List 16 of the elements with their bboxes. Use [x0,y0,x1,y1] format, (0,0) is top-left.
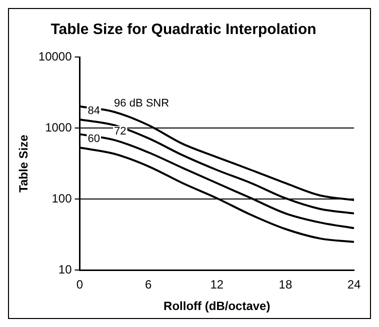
y-tick-label: 1000 [45,120,72,134]
x-tick-label: 12 [210,278,224,292]
y-axis-title: Table Size [16,134,31,192]
x-tick-label: 0 [76,278,84,292]
x-tick-label: 24 [347,278,361,292]
series-label: 60 [88,133,100,146]
x-tick-label: 18 [278,278,292,292]
x-axis-title: Rolloff (dB/octave) [164,299,270,314]
chart-title: Table Size for Quadratic Interpolation [50,21,316,38]
y-tick-label: 10000 [38,49,72,64]
series-label: 96 dB SNR [114,97,170,110]
y-tick-label: 10 [58,262,72,277]
series-label: 84 [88,105,100,118]
y-tick-label: 100 [52,191,72,206]
series-label: 72 [114,126,126,138]
x-tick-label: 6 [144,278,152,292]
